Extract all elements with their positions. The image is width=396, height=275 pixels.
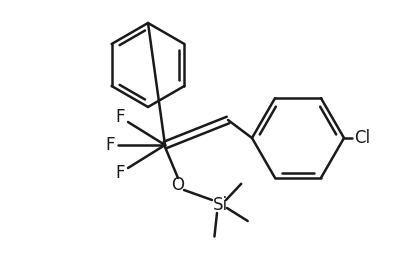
- Text: Si: Si: [212, 196, 228, 214]
- Text: Cl: Cl: [354, 129, 370, 147]
- Text: F: F: [115, 164, 125, 182]
- Text: F: F: [105, 136, 115, 154]
- Text: O: O: [171, 176, 185, 194]
- Text: F: F: [115, 108, 125, 126]
